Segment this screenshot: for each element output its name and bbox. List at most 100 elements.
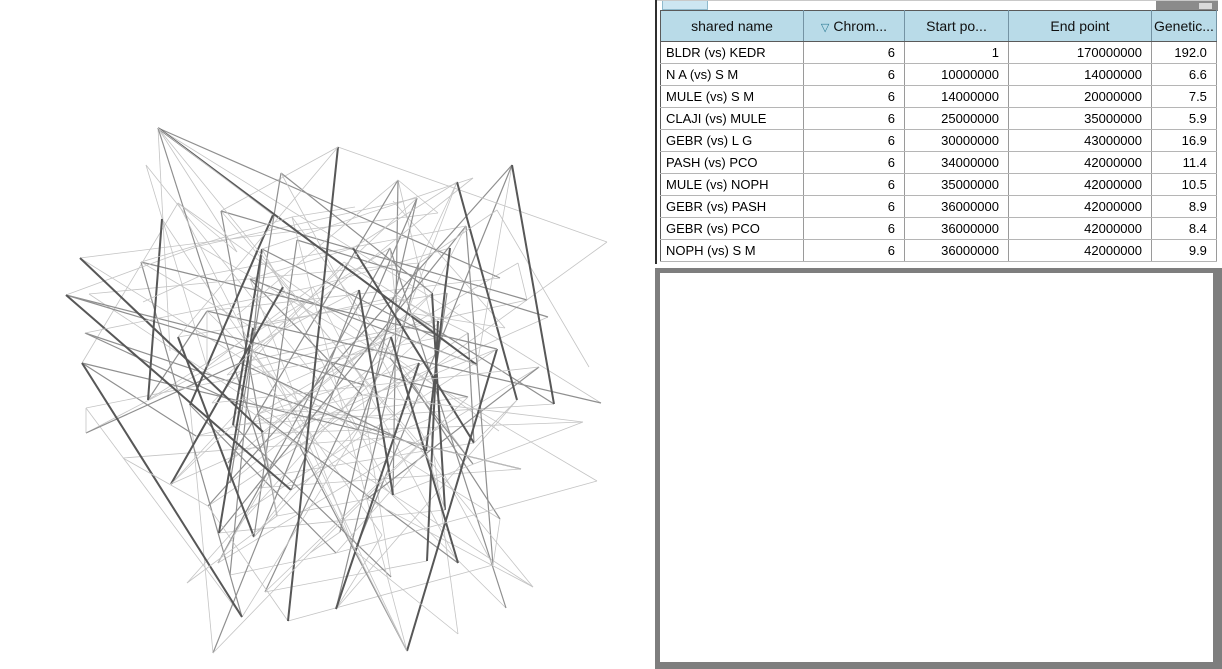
table-cell[interactable]: 6 xyxy=(803,41,905,64)
table-cell[interactable]: N A (vs) S M xyxy=(660,63,804,86)
network-edge xyxy=(170,405,244,485)
table-cell[interactable]: 10.5 xyxy=(1151,173,1217,196)
table-cell[interactable]: MULE (vs) NOPH xyxy=(660,173,804,196)
table-cell[interactable]: 42000000 xyxy=(1008,195,1152,218)
table-cell[interactable]: 11.4 xyxy=(1151,151,1217,174)
subnetwork-panel[interactable] xyxy=(655,268,1222,669)
table-cell[interactable]: 42000000 xyxy=(1008,173,1152,196)
table-row[interactable]: N A (vs) S M 6 10000000 14000000 6.6 xyxy=(660,63,1217,86)
network-overview-canvas[interactable] xyxy=(0,0,652,669)
table-cell[interactable]: 43000000 xyxy=(1008,129,1152,152)
network-edge xyxy=(425,450,446,511)
table-cell[interactable]: CLAJI (vs) MULE xyxy=(660,107,804,130)
table-row[interactable]: GEBR (vs) PCO 6 36000000 42000000 8.4 xyxy=(660,217,1217,240)
column-header-genetic[interactable]: Genetic... xyxy=(1151,10,1217,42)
table-cell[interactable]: 6 xyxy=(803,63,905,86)
table-cell[interactable]: 5.9 xyxy=(1151,107,1217,130)
table-cell[interactable]: 6 xyxy=(803,151,905,174)
table-row[interactable]: GEBR (vs) L G 6 30000000 43000000 16.9 xyxy=(660,129,1217,152)
table-row[interactable]: CLAJI (vs) MULE 6 25000000 35000000 5.9 xyxy=(660,107,1217,130)
table-row[interactable]: MULE (vs) S M 6 14000000 20000000 7.5 xyxy=(660,85,1217,108)
table-cell[interactable]: 20000000 xyxy=(1008,85,1152,108)
table-row[interactable]: BLDR (vs) KEDR 6 1 170000000 192.0 xyxy=(660,41,1217,64)
network-edge xyxy=(161,218,201,277)
table-cell[interactable]: PASH (vs) PCO xyxy=(660,151,804,174)
table-cell[interactable]: GEBR (vs) L G xyxy=(660,129,804,152)
table-row[interactable]: MULE (vs) NOPH 6 35000000 42000000 10.5 xyxy=(660,173,1217,196)
network-edge xyxy=(456,181,518,401)
network-edge xyxy=(232,248,263,426)
table-cell[interactable]: 34000000 xyxy=(904,151,1009,174)
table-cell[interactable]: 36000000 xyxy=(904,239,1009,262)
table-cell[interactable]: 36000000 xyxy=(904,217,1009,240)
subnetwork-canvas[interactable] xyxy=(660,273,1213,662)
network-edge xyxy=(88,293,534,588)
table-cell[interactable]: 42000000 xyxy=(1008,151,1152,174)
table-cell[interactable]: GEBR (vs) PASH xyxy=(660,195,804,218)
table-cell[interactable]: MULE (vs) S M xyxy=(660,85,804,108)
table-cell[interactable]: 42000000 xyxy=(1008,239,1152,262)
panel-tab[interactable] xyxy=(662,1,708,10)
table-cell[interactable]: 1 xyxy=(904,41,1009,64)
network-edge xyxy=(511,164,555,405)
table-cell[interactable]: 30000000 xyxy=(904,129,1009,152)
network-edge xyxy=(147,247,391,401)
table-row[interactable]: PASH (vs) PCO 6 34000000 42000000 11.4 xyxy=(660,151,1217,174)
table-cell[interactable]: BLDR (vs) KEDR xyxy=(660,41,804,64)
table-cell[interactable]: 25000000 xyxy=(904,107,1009,130)
network-edge xyxy=(366,498,534,588)
network-overview-panel[interactable] xyxy=(0,0,652,669)
table-cell[interactable]: NOPH (vs) S M xyxy=(660,239,804,262)
network-edge xyxy=(220,210,278,517)
table-cell[interactable]: 35000000 xyxy=(1008,107,1152,130)
network-edge xyxy=(170,286,284,485)
column-header-shared-name[interactable]: shared name xyxy=(660,10,804,42)
network-edge xyxy=(85,337,437,409)
network-edge xyxy=(217,247,391,564)
table-cell[interactable]: 6 xyxy=(803,173,905,196)
table-cell[interactable]: 7.5 xyxy=(1151,85,1217,108)
network-edge xyxy=(79,212,439,259)
table-row[interactable]: NOPH (vs) S M 6 36000000 42000000 9.9 xyxy=(660,239,1217,262)
network-edge xyxy=(409,312,506,329)
table-cell[interactable]: 8.4 xyxy=(1151,217,1217,240)
scrollbar-thumb[interactable] xyxy=(1199,3,1212,9)
table-cell[interactable]: 170000000 xyxy=(1008,41,1152,64)
network-edge xyxy=(239,299,528,364)
table-cell[interactable]: 14000000 xyxy=(1008,63,1152,86)
table-cell[interactable]: 42000000 xyxy=(1008,217,1152,240)
table-cell[interactable]: 6 xyxy=(803,195,905,218)
column-header-end-point[interactable]: End point xyxy=(1008,10,1152,42)
table-cell[interactable]: 14000000 xyxy=(904,85,1009,108)
table-cell[interactable]: 9.9 xyxy=(1151,239,1217,262)
network-edge xyxy=(409,312,555,405)
network-edge xyxy=(296,239,549,318)
table-cell[interactable]: 6 xyxy=(803,85,905,108)
network-edge xyxy=(177,202,408,652)
table-cell[interactable]: 6 xyxy=(803,107,905,130)
table-cell[interactable]: 6 xyxy=(803,217,905,240)
network-edge xyxy=(389,247,507,609)
network-edge xyxy=(354,550,459,635)
table-cell[interactable]: 6.6 xyxy=(1151,63,1217,86)
network-edge xyxy=(264,396,469,593)
network-edge xyxy=(157,127,270,477)
network-edge xyxy=(206,277,501,312)
network-edge xyxy=(335,450,427,554)
table-cell[interactable]: GEBR (vs) PCO xyxy=(660,217,804,240)
column-header-chrom[interactable]: ▽ Chrom... xyxy=(803,10,905,42)
column-header-start-po[interactable]: Start po... xyxy=(904,10,1009,42)
table-row[interactable]: GEBR (vs) PASH 6 36000000 42000000 8.9 xyxy=(660,195,1217,218)
table-cell[interactable]: 6 xyxy=(803,129,905,152)
table-cell[interactable]: 6 xyxy=(803,239,905,262)
network-edge xyxy=(84,286,314,334)
table-cell[interactable]: 36000000 xyxy=(904,195,1009,218)
network-edge xyxy=(232,424,392,578)
table-cell[interactable]: 8.9 xyxy=(1151,195,1217,218)
table-cell[interactable]: 16.9 xyxy=(1151,129,1217,152)
table-cell[interactable]: 35000000 xyxy=(904,173,1009,196)
table-cell[interactable]: 192.0 xyxy=(1151,41,1217,64)
network-edge xyxy=(217,366,540,564)
table-cell[interactable]: 10000000 xyxy=(904,63,1009,86)
network-edge xyxy=(394,296,469,334)
